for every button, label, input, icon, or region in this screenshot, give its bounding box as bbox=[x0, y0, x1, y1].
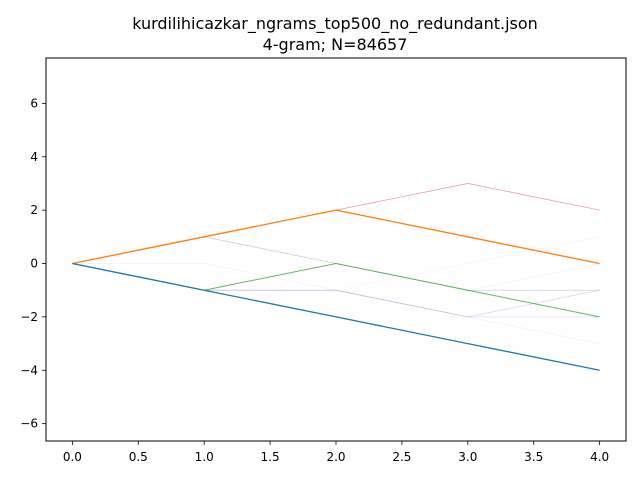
x-axis-ticks: 0.0 0.5 1.0 1.5 2.0 2.5 3.0 3.5 4.0 bbox=[63, 441, 609, 464]
y-tick-label: −4 bbox=[20, 363, 38, 377]
series-line-9 bbox=[72, 209, 600, 265]
x-tick-label: 3.0 bbox=[458, 450, 477, 464]
y-tick-label: 2 bbox=[30, 203, 38, 217]
x-tick-label: 3.5 bbox=[524, 450, 543, 464]
plot-frame bbox=[45, 57, 627, 442]
y-tick-label: −6 bbox=[20, 417, 38, 431]
series-line-10 bbox=[72, 262, 600, 371]
series-line-5 bbox=[72, 263, 600, 344]
x-tick-label: 2.5 bbox=[392, 450, 411, 464]
y-tick-label: −2 bbox=[20, 310, 38, 324]
y-axis-ticks: −6 −4 −2 0 2 4 6 bbox=[20, 96, 46, 431]
x-tick-label: 2.0 bbox=[326, 450, 345, 464]
x-tick-label: 1.5 bbox=[261, 450, 280, 464]
series-line-1 bbox=[72, 183, 600, 264]
series-layer bbox=[72, 183, 600, 371]
x-tick-label: 0.5 bbox=[129, 450, 148, 464]
x-tick-label: 1.0 bbox=[195, 450, 214, 464]
x-tick-label: 0.0 bbox=[63, 450, 82, 464]
chart-title: kurdilihicazkar_ngrams_top500_no_redunda… bbox=[132, 14, 538, 34]
x-tick-label: 4.0 bbox=[590, 450, 609, 464]
y-tick-label: 6 bbox=[30, 96, 38, 110]
y-tick-label: 0 bbox=[30, 257, 38, 271]
y-tick-label: 4 bbox=[30, 150, 38, 164]
chart-subtitle: 4-gram; N=84657 bbox=[263, 35, 408, 54]
